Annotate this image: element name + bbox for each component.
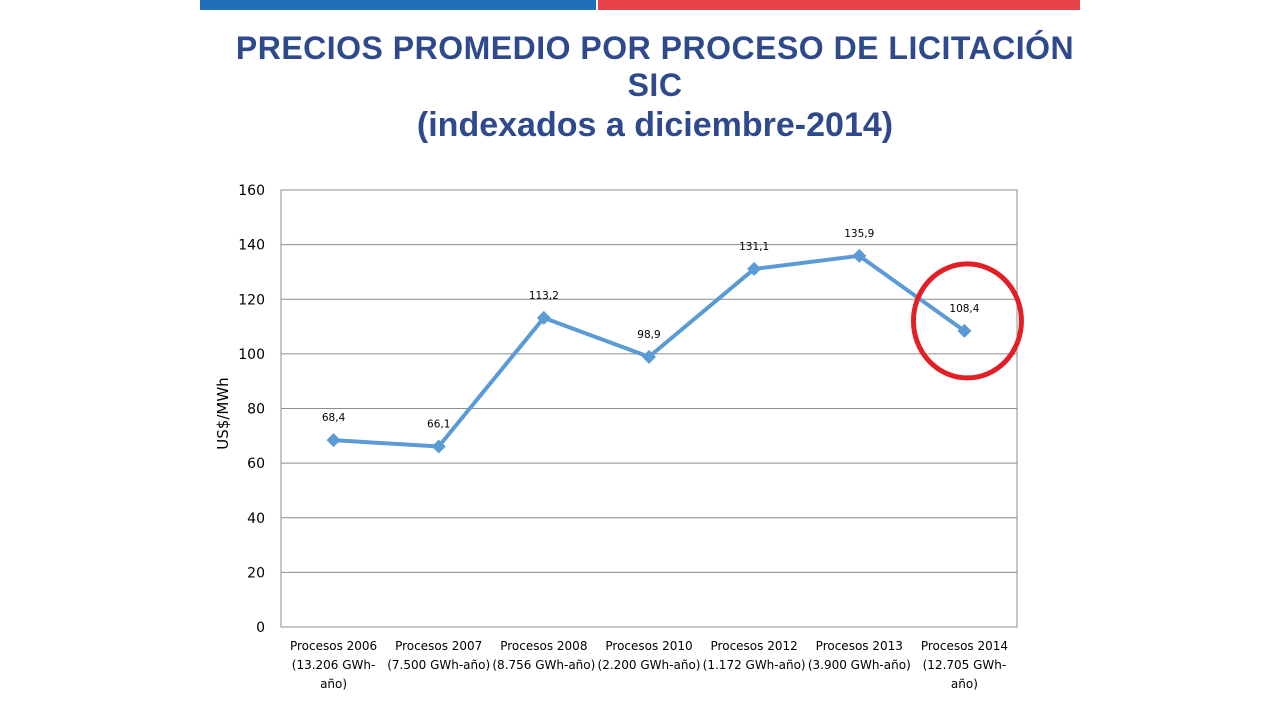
x-tick-label: (12.705 GWh- bbox=[923, 658, 1007, 672]
data-label: 66,1 bbox=[427, 418, 450, 430]
y-tick-label: 160 bbox=[238, 183, 265, 199]
slide-title: PRECIOS PROMEDIO POR PROCESO DE LICITACI… bbox=[140, 30, 1170, 145]
data-point-marker bbox=[431, 439, 446, 454]
y-tick-label: 140 bbox=[238, 238, 265, 254]
title-line-2: SIC bbox=[627, 66, 683, 103]
x-tick-label: (7.500 GWh-año) bbox=[387, 658, 490, 672]
x-tick-label: Procesos 2012 bbox=[711, 639, 798, 653]
x-tick-label: Procesos 2008 bbox=[500, 639, 587, 653]
data-point-marker bbox=[852, 248, 867, 263]
y-tick-label: 80 bbox=[247, 402, 265, 418]
x-tick-label: Procesos 2014 bbox=[921, 639, 1008, 653]
data-point-marker bbox=[326, 433, 341, 448]
data-label: 113,2 bbox=[529, 290, 559, 302]
x-tick-label: (2.200 GWh-año) bbox=[598, 658, 701, 672]
x-tick-label: (1.172 GWh-año) bbox=[703, 658, 806, 672]
top-accent-bar-blue bbox=[200, 0, 596, 10]
x-tick-label: (13.206 GWh- bbox=[292, 658, 376, 672]
data-point-marker bbox=[642, 349, 656, 364]
title-subtitle: (indexados a diciembre-2014) bbox=[416, 105, 894, 144]
y-tick-label: 20 bbox=[247, 565, 265, 581]
data-label: 98,9 bbox=[637, 329, 660, 341]
data-label: 68,4 bbox=[322, 412, 346, 424]
data-point-marker bbox=[747, 261, 762, 276]
x-tick-label: año) bbox=[951, 677, 978, 691]
y-tick-label: 0 bbox=[256, 620, 265, 636]
x-tick-label: Procesos 2010 bbox=[605, 639, 692, 653]
x-tick-label: Procesos 2007 bbox=[395, 639, 482, 653]
data-label: 135,9 bbox=[844, 228, 874, 240]
title-line-1: PRECIOS PROMEDIO POR PROCESO DE LICITACI… bbox=[235, 30, 1075, 66]
data-point-marker bbox=[957, 323, 972, 338]
data-label: 131,1 bbox=[739, 241, 769, 253]
data-label: 108,4 bbox=[949, 303, 979, 315]
top-accent-bar-red bbox=[598, 0, 1080, 10]
y-tick-label: 40 bbox=[247, 511, 265, 527]
y-tick-label: 120 bbox=[238, 292, 265, 308]
x-tick-label: (8.756 GWh-año) bbox=[492, 658, 595, 672]
y-axis-label: US$/MWh bbox=[214, 377, 232, 449]
data-point-marker bbox=[536, 310, 551, 325]
highlight-circle bbox=[910, 261, 1024, 381]
y-tick-label: 60 bbox=[247, 456, 265, 472]
x-tick-label: Procesos 2013 bbox=[816, 639, 903, 653]
y-tick-label: 100 bbox=[238, 347, 265, 363]
x-tick-label: Procesos 2006 bbox=[290, 639, 377, 653]
x-tick-label: año) bbox=[320, 677, 347, 691]
x-tick-label: (3.900 GWh-año) bbox=[808, 658, 911, 672]
